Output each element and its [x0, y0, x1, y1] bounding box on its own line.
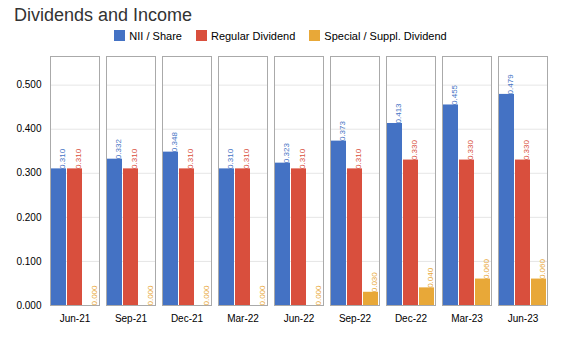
svg-text:0.310: 0.310 [186, 148, 195, 169]
svg-text:Mar-23: Mar-23 [451, 313, 483, 324]
svg-text:0.373: 0.373 [338, 121, 347, 142]
svg-text:0.310: 0.310 [298, 148, 307, 169]
svg-text:0.040: 0.040 [426, 267, 435, 288]
html-text:NII / Share: NII / Share [129, 30, 182, 42]
svg-text:0.000: 0.000 [90, 285, 99, 306]
svg-text:0.000: 0.000 [202, 285, 211, 306]
svg-text:Jun-21: Jun-21 [60, 313, 91, 324]
svg-text:0.000: 0.000 [258, 285, 267, 306]
svg-text:Sep-22: Sep-22 [339, 313, 372, 324]
svg-text:0.332: 0.332 [114, 139, 123, 160]
svg-text:Sep-21: Sep-21 [115, 313, 148, 324]
svg-text:0.310: 0.310 [74, 148, 83, 169]
svg-text:0.310: 0.310 [242, 148, 251, 169]
svg-text:0.300: 0.300 [16, 167, 41, 178]
svg-text:0.000: 0.000 [314, 285, 323, 306]
svg-text:0.200: 0.200 [16, 212, 41, 223]
svg-text:0.060: 0.060 [482, 258, 491, 279]
svg-text:Jun-23: Jun-23 [508, 313, 539, 324]
svg-text:0.030: 0.030 [370, 272, 379, 293]
svg-text:0.310: 0.310 [226, 148, 235, 169]
html-text:Dividends and Income: Dividends and Income [14, 5, 193, 25]
html-text:Special / Suppl. Dividend: Special / Suppl. Dividend [324, 30, 447, 42]
svg-text:0.348: 0.348 [170, 132, 179, 153]
svg-text:Dec-22: Dec-22 [395, 313, 428, 324]
svg-text:0.455: 0.455 [450, 84, 459, 105]
svg-text:Dec-21: Dec-21 [171, 313, 204, 324]
svg-text:Jun-22: Jun-22 [284, 313, 315, 324]
svg-text:0.000: 0.000 [16, 300, 41, 311]
svg-text:0.413: 0.413 [394, 103, 403, 124]
svg-text:0.500: 0.500 [16, 79, 41, 90]
svg-text:0.310: 0.310 [354, 148, 363, 169]
svg-text:Mar-22: Mar-22 [227, 313, 259, 324]
svg-text:0.400: 0.400 [16, 123, 41, 134]
svg-text:0.330: 0.330 [522, 139, 531, 160]
svg-text:0.323: 0.323 [282, 143, 291, 164]
svg-text:0.310: 0.310 [130, 148, 139, 169]
svg-text:0.479: 0.479 [506, 74, 515, 95]
svg-text:0.330: 0.330 [466, 139, 475, 160]
svg-text:0.310: 0.310 [58, 148, 67, 169]
html-text:Regular Dividend: Regular Dividend [210, 30, 296, 42]
svg-text:0.100: 0.100 [16, 256, 41, 267]
svg-text:0.060: 0.060 [538, 258, 547, 279]
svg-text:0.330: 0.330 [410, 139, 419, 160]
svg-text:0.000: 0.000 [146, 285, 155, 306]
